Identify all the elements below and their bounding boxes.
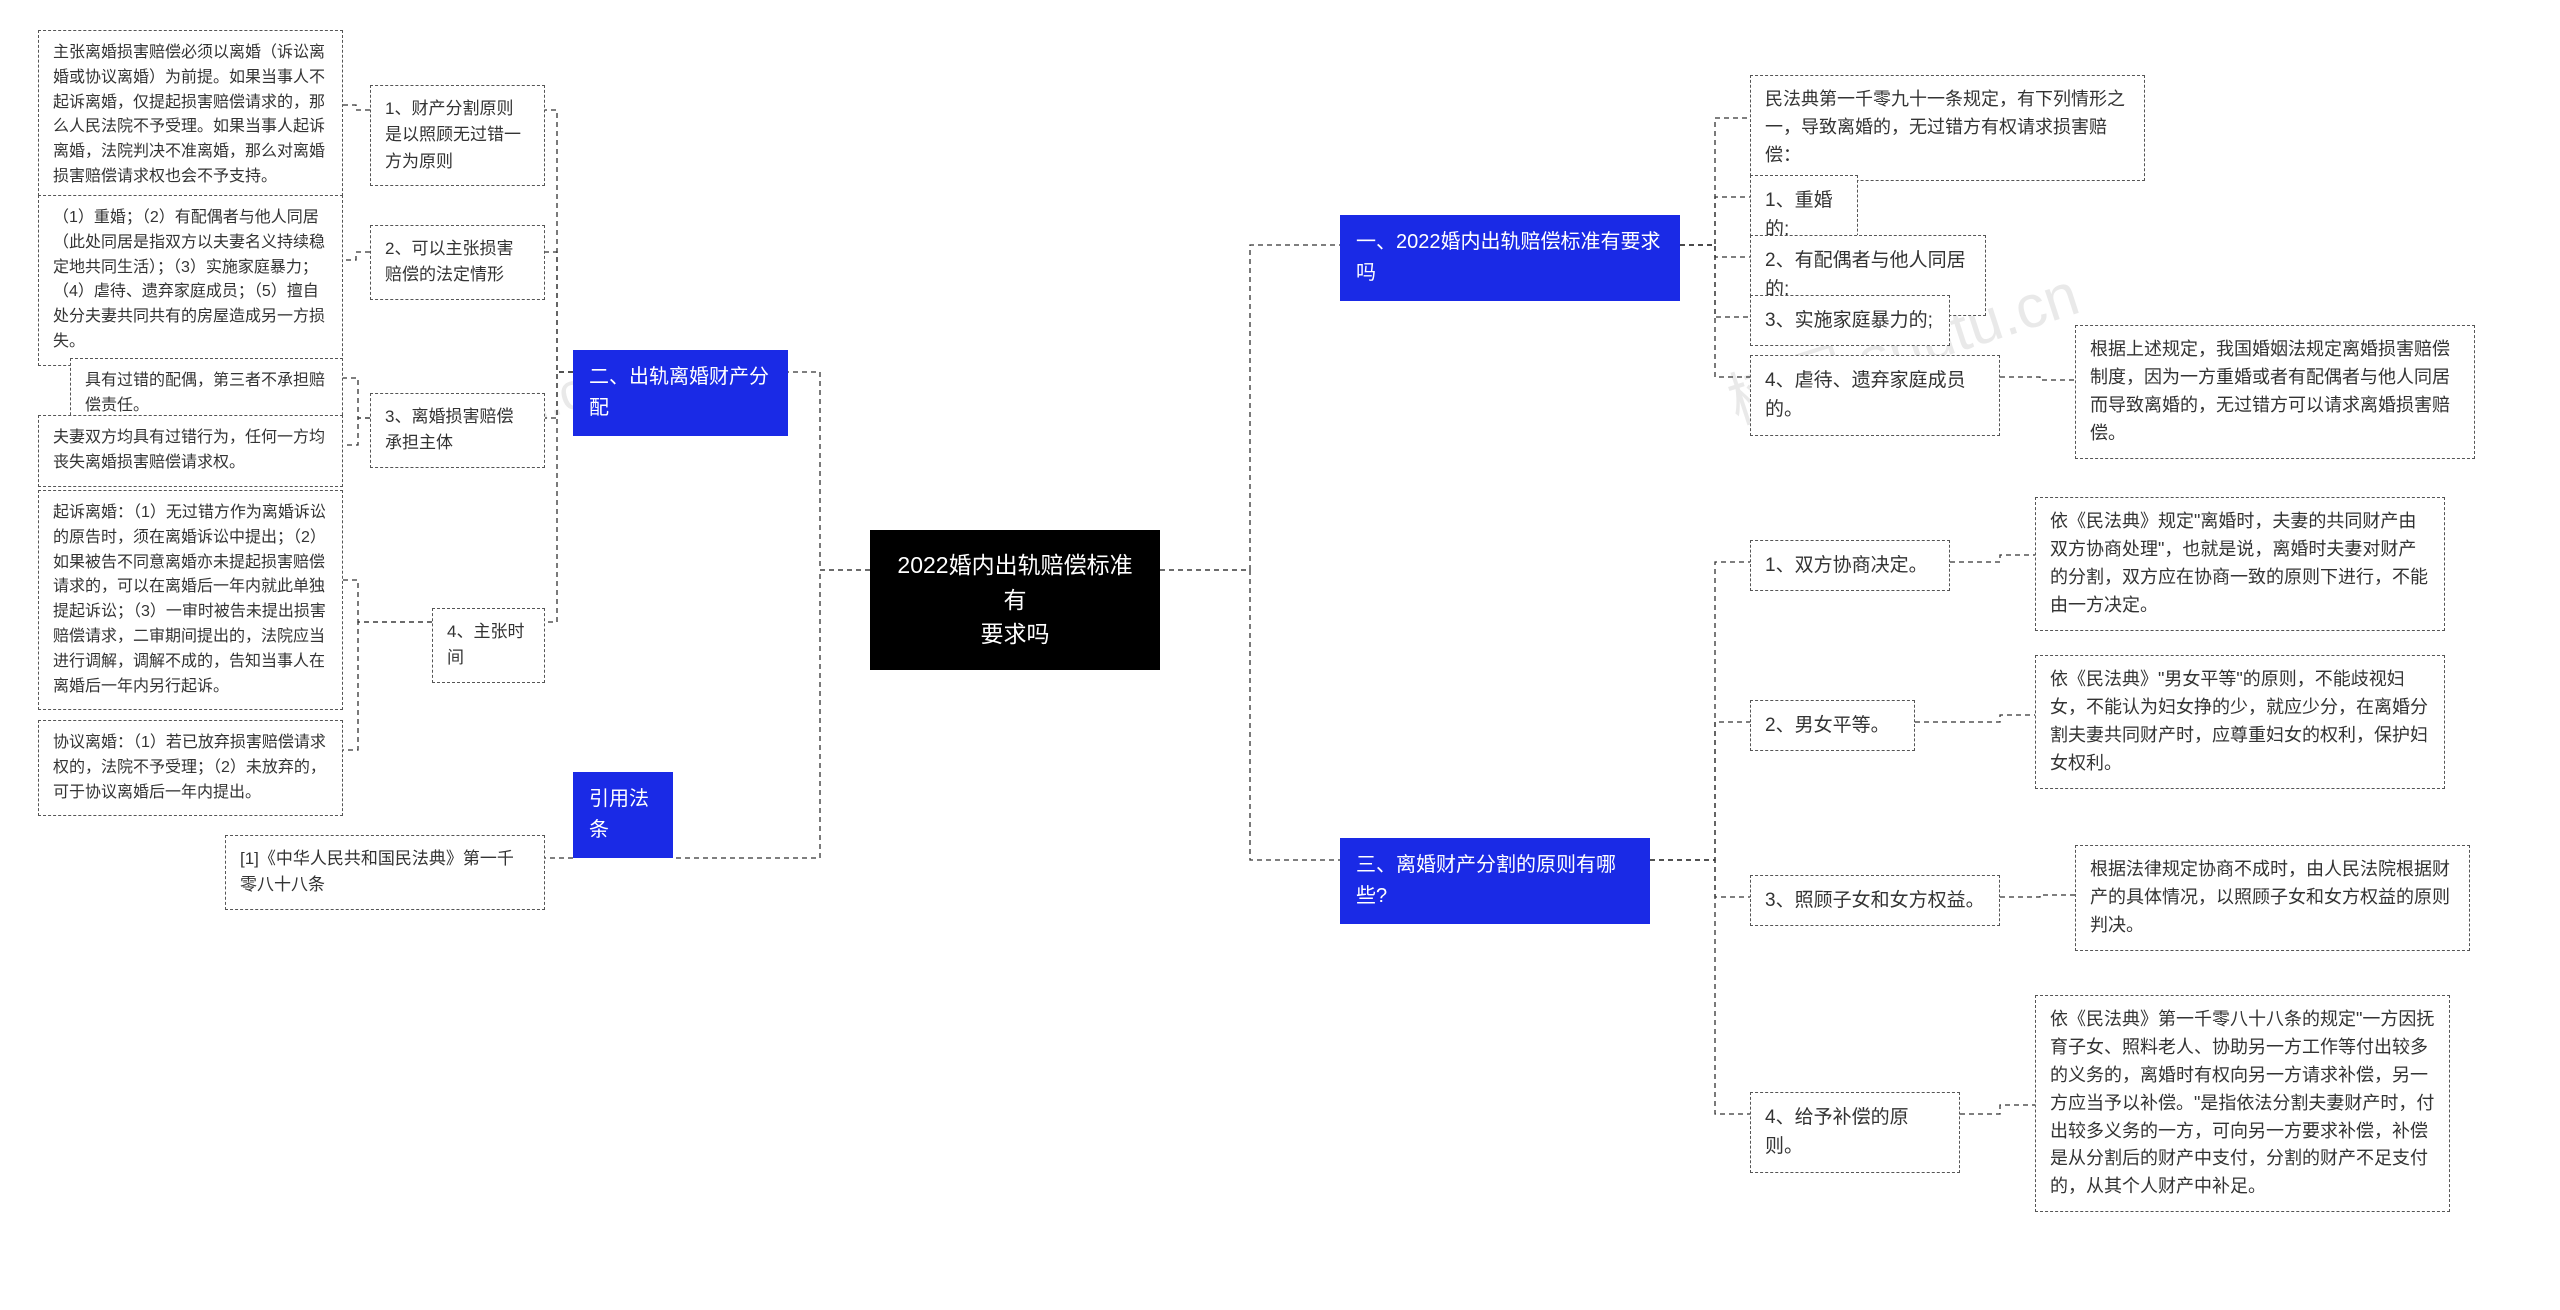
branch-1-line1: 一、2022婚内出轨赔偿标准有要求 [1356,231,1661,253]
b1-c4-detail: 根据上述规定，我国婚姻法规定离婚损害赔偿制度，因为一方重婚或者有配偶者与他人同居… [2075,325,2475,459]
xP2: （1）重婚；（2）有配偶者与他人同居（此处同居是指双方以夫妻名义持续稳定地共同生… [38,195,343,366]
b3-c3-detail: 根据法律规定协商不成时，由人民法院根据财产的具体情况，以照顾子女和女方权益的原则… [2075,845,2470,951]
xP1: 主张离婚损害赔偿必须以离婚（诉讼离婚或协议离婚）为前提。如果当事人不起诉离婚，仅… [38,30,343,201]
xBLAW: 引用法条 [573,772,673,858]
xP4a: 起诉离婚：（1）无过错方作为离婚诉讼的原告时，须在离婚诉讼中提出；（2）如果被告… [38,490,343,710]
b3-c3: 3、照顾子女和女方权益。 [1750,875,2000,926]
xN3-text: 3、离婚损害赔偿承担主体 [385,407,513,452]
xN1-text: 1、财产分割原则是以照顾无过错一方为原则 [385,99,521,171]
b3-c1-detail: 依《民法典》规定"离婚时，夫妻的共同财产由双方协商处理"，也就是说，离婚时夫妻对… [2035,497,2445,631]
b1-c3: 3、实施家庭暴力的; [1750,295,1950,346]
xN3: 3、离婚损害赔偿承担主体 [370,393,545,468]
b1-pre: 民法典第一千零九十一条规定，有下列情形之一，导致离婚的，无过错方有权请求损害赔偿… [1750,75,2145,181]
root-line1: 2022婚内出轨赔偿标准有 [897,552,1132,613]
branch-1: 一、2022婚内出轨赔偿标准有要求 吗 [1340,215,1680,301]
b3-c4-detail: 依《民法典》第一千零八十八条的规定"一方因抚育子女、照料老人、协助另一方工作等付… [2035,995,2450,1212]
xP4b: 协议离婚：（1）若已放弃损害赔偿请求权的，法院不予受理；（2）未放弃的，可于协议… [38,720,343,816]
xN1: 1、财产分割原则是以照顾无过错一方为原则 [370,85,545,186]
root-node: 2022婚内出轨赔偿标准有 要求吗 [870,530,1160,670]
b3-c1: 1、双方协商决定。 [1750,540,1950,591]
xN2-text: 2、可以主张损害赔偿的法定情形 [385,239,513,284]
branch-3: 三、离婚财产分割的原则有哪些? [1340,838,1650,924]
branch-1-line2: 吗 [1356,262,1376,284]
xN4: 4、主张时间 [432,608,545,683]
b1-c4: 4、虐待、遗弃家庭成员的。 [1750,355,2000,436]
xN4-text: 4、主张时间 [447,622,524,667]
xP3b: 夫妻双方均具有过错行为，任何一方均丧失离婚损害赔偿请求权。 [38,415,343,487]
xN2: 2、可以主张损害赔偿的法定情形 [370,225,545,300]
xLAW1: [1]《中华人民共和国民法典》第一千零八十八条 [225,835,545,910]
b3-c2: 2、男女平等。 [1750,700,1915,751]
b3-c2-detail: 依《民法典》"男女平等"的原则，不能歧视妇女，不能认为妇女挣的少，就应少分，在离… [2035,655,2445,789]
xB2: 二、出轨离婚财产分配 [573,350,788,436]
root-line2: 要求吗 [981,621,1050,647]
b3-c4: 4、给予补偿的原则。 [1750,1092,1960,1173]
